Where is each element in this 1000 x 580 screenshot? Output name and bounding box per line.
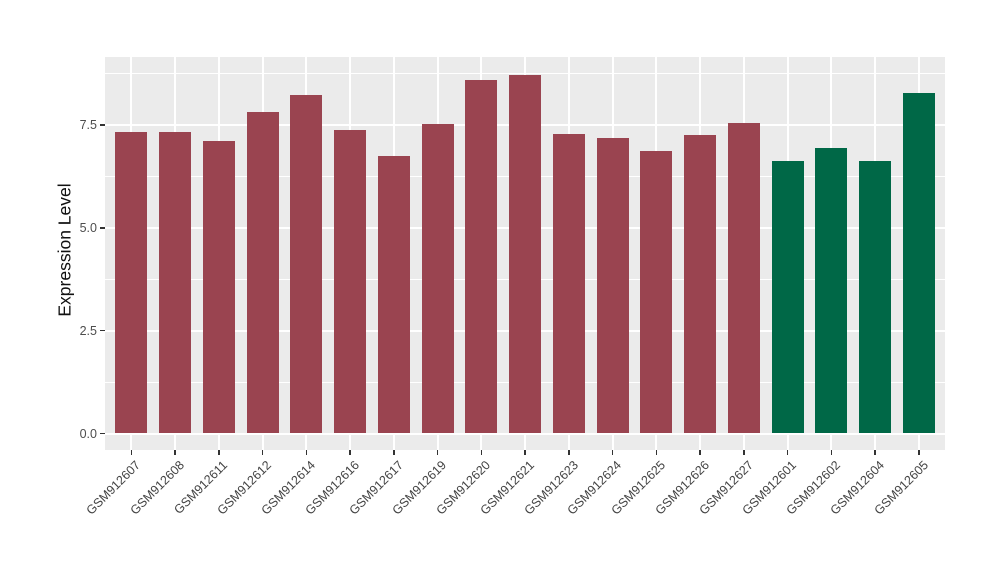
bar-GSM912623 — [552, 133, 585, 434]
y-tick — [100, 124, 105, 126]
bar-GSM912614 — [290, 94, 323, 434]
x-tick — [436, 450, 439, 455]
bar-GSM912621 — [509, 74, 541, 434]
bar-GSM912602 — [815, 147, 848, 434]
h-gridline-minor — [105, 73, 945, 75]
x-tick — [786, 450, 789, 455]
y-tick-label: 5.0 — [79, 220, 97, 235]
x-tick — [261, 450, 264, 455]
bar-GSM912616 — [334, 129, 366, 434]
x-tick — [218, 450, 220, 455]
y-tick — [100, 329, 105, 332]
bar-GSM912604 — [859, 161, 891, 434]
x-tick — [918, 450, 920, 455]
x-tick — [174, 450, 176, 455]
bar-GSM912608 — [159, 131, 191, 434]
bar-GSM912612 — [246, 111, 279, 434]
x-tick — [874, 450, 876, 455]
bar-GSM912624 — [596, 138, 629, 434]
bar-GSM912625 — [640, 150, 673, 434]
h-gridline-major — [105, 432, 945, 435]
bar-GSM912620 — [465, 79, 498, 434]
bar-GSM912607 — [115, 131, 148, 434]
bar-GSM912619 — [421, 124, 454, 434]
x-tick — [349, 450, 351, 455]
bar-GSM912617 — [377, 156, 410, 434]
y-tick-label: 2.5 — [79, 323, 97, 338]
x-tick — [568, 450, 570, 455]
y-axis-title: Expression Level — [54, 183, 75, 317]
bar-GSM912605 — [902, 92, 935, 434]
x-tick — [743, 450, 745, 455]
x-tick — [524, 450, 526, 455]
y-tick — [100, 227, 105, 229]
bar-GSM912627 — [727, 122, 760, 434]
x-tick — [305, 450, 307, 455]
x-tick — [699, 450, 701, 455]
y-tick-label: 0.0 — [79, 426, 97, 441]
bar-GSM912601 — [771, 160, 804, 434]
bar-GSM912611 — [202, 140, 235, 434]
plot-panel — [105, 57, 945, 450]
x-tick — [830, 450, 832, 455]
x-tick — [480, 450, 482, 455]
y-tick — [100, 432, 105, 435]
bar-GSM912626 — [684, 135, 716, 434]
x-tick — [393, 450, 395, 455]
x-tick — [611, 450, 614, 455]
x-tick — [130, 450, 132, 455]
x-tick — [655, 450, 657, 455]
y-tick-label: 7.5 — [79, 118, 97, 133]
